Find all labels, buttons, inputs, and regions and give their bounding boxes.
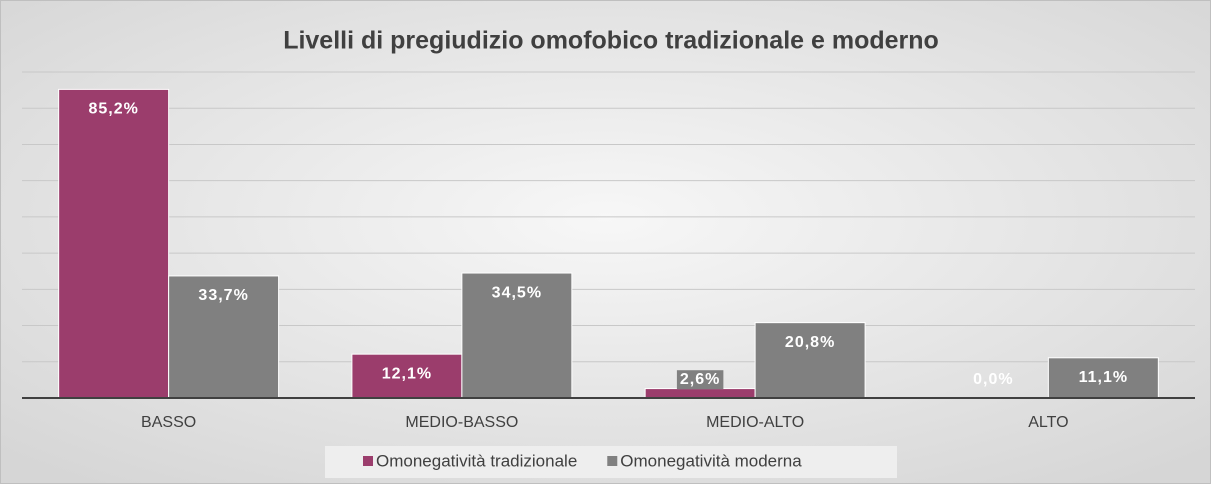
data-label: 11,1% bbox=[1079, 369, 1128, 386]
legend-label: Omonegatività tradizionale bbox=[376, 451, 577, 470]
legend-swatch bbox=[607, 456, 618, 466]
x-tick-label: ALTO bbox=[1028, 414, 1068, 431]
data-label: 0,0% bbox=[973, 371, 1013, 388]
data-label: 20,8% bbox=[785, 334, 835, 351]
bar bbox=[168, 275, 280, 399]
data-label: 33,7% bbox=[198, 287, 248, 304]
data-label: 85,2% bbox=[88, 101, 138, 118]
legend-label: Omonegatività moderna bbox=[620, 451, 802, 470]
data-label: 34,5% bbox=[492, 284, 542, 301]
bar bbox=[1047, 357, 1159, 399]
bar bbox=[58, 88, 170, 399]
chart-title: Livelli di pregiudizio omofobico tradizi… bbox=[283, 27, 939, 55]
x-tick-label: MEDIO-BASSO bbox=[405, 414, 518, 431]
data-label: 2,6% bbox=[680, 371, 720, 388]
x-tick-label: MEDIO-ALTO bbox=[706, 414, 804, 431]
legend-swatch bbox=[363, 456, 373, 466]
bar bbox=[461, 272, 573, 399]
bar bbox=[754, 322, 866, 399]
bar bbox=[644, 388, 756, 399]
data-label: 12,1% bbox=[382, 365, 432, 382]
x-tick-label: BASSO bbox=[141, 414, 196, 431]
data-label-bg bbox=[676, 370, 724, 390]
